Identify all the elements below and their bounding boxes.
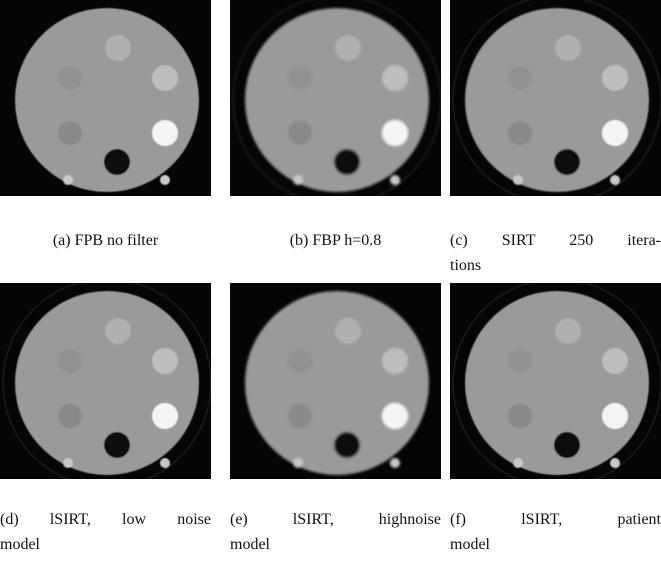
insert	[602, 120, 628, 146]
insert	[390, 458, 400, 468]
figure: (a) FPB no filter (b) FBP h=0.8 (c) SIRT 2…	[0, 0, 661, 564]
insert	[602, 403, 628, 429]
phantom-image	[450, 283, 661, 479]
insert	[288, 121, 312, 145]
insert	[602, 348, 628, 374]
insert	[58, 121, 82, 145]
insert	[334, 149, 360, 175]
insert	[288, 404, 312, 428]
insert	[288, 349, 312, 373]
insert	[160, 175, 170, 185]
insert	[508, 121, 532, 145]
panel: (c) SIRT 250 itera-tions	[450, 0, 661, 278]
insert	[160, 458, 170, 468]
insert	[513, 458, 523, 468]
phantom-image	[0, 0, 211, 196]
phantom	[15, 8, 199, 192]
insert	[152, 403, 178, 429]
insert	[105, 318, 131, 344]
phantom-image	[230, 0, 441, 196]
phantom-image	[230, 283, 441, 479]
caption-line: (f) lSIRT, patient	[450, 507, 661, 532]
caption-line: model	[230, 532, 441, 557]
insert	[152, 120, 178, 146]
caption-line: (b) FBP h=0.8	[230, 228, 441, 253]
phantom-image	[0, 283, 211, 479]
panel: (b) FBP h=0.8	[230, 0, 441, 253]
insert	[554, 432, 580, 458]
insert	[508, 66, 532, 90]
insert	[382, 403, 408, 429]
insert	[58, 404, 82, 428]
insert	[382, 120, 408, 146]
caption-line: model	[450, 532, 661, 557]
caption: (b) FBP h=0.8	[230, 228, 441, 253]
insert	[513, 175, 523, 185]
insert	[610, 458, 620, 468]
phantom	[245, 291, 429, 475]
panel: (a) FPB no filter	[0, 0, 211, 253]
insert	[382, 65, 408, 91]
caption-line: tions	[450, 253, 661, 278]
insert	[554, 149, 580, 175]
phantom-image	[450, 0, 661, 196]
insert	[508, 349, 532, 373]
insert	[63, 175, 73, 185]
caption: (c) SIRT 250 itera-tions	[450, 228, 661, 278]
insert	[152, 65, 178, 91]
insert	[58, 349, 82, 373]
caption-line: (e) lSIRT, highnoise	[230, 507, 441, 532]
insert	[104, 149, 130, 175]
insert	[293, 458, 303, 468]
insert	[105, 35, 131, 61]
insert	[610, 175, 620, 185]
insert	[602, 65, 628, 91]
caption-line: (d) lSIRT, low noise	[0, 507, 211, 532]
insert	[58, 66, 82, 90]
insert	[508, 404, 532, 428]
insert	[288, 66, 312, 90]
insert	[293, 175, 303, 185]
caption: (a) FPB no filter	[0, 228, 211, 253]
insert	[335, 35, 361, 61]
insert	[335, 318, 361, 344]
insert	[390, 175, 400, 185]
insert	[334, 432, 360, 458]
caption-line: (c) SIRT 250 itera-	[450, 228, 661, 253]
insert	[63, 458, 73, 468]
caption-line: model	[0, 532, 211, 557]
insert	[152, 348, 178, 374]
caption-line: (a) FPB no filter	[0, 228, 211, 253]
insert	[555, 35, 581, 61]
insert	[555, 318, 581, 344]
insert	[104, 432, 130, 458]
insert	[382, 348, 408, 374]
